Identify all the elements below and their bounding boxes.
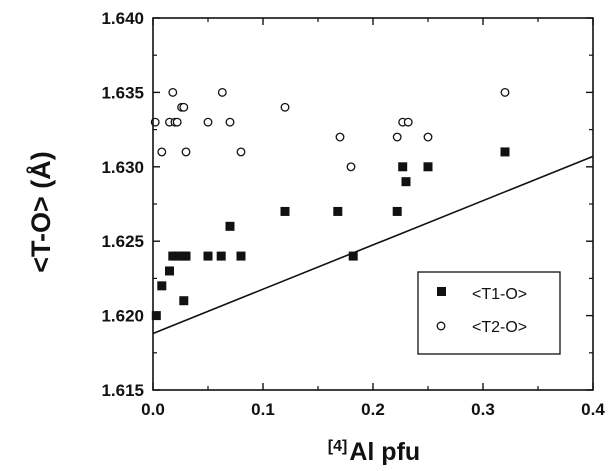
data-point-t2 [217, 87, 227, 97]
data-marks [150, 87, 510, 321]
data-point-t2 [179, 102, 189, 112]
data-point-t2 [236, 147, 246, 157]
legend-marker-t1 [437, 287, 446, 296]
data-point-t1 [423, 162, 433, 172]
data-point-t1 [333, 206, 343, 216]
data-point-t1 [401, 177, 411, 187]
data-point-t2 [346, 162, 356, 172]
x-tick-label: 0.1 [251, 400, 275, 419]
x-axis-title: [4]Al pfu [328, 438, 420, 466]
data-point-t1 [236, 251, 246, 261]
data-point-t2 [172, 117, 182, 127]
data-point-t2 [403, 117, 413, 127]
data-point-t1 [225, 221, 235, 231]
x-tick-label: 0.4 [581, 400, 605, 419]
legend-marker-t2 [436, 321, 446, 331]
x-tick-label: 0.0 [141, 400, 165, 419]
data-point-t2 [181, 147, 191, 157]
y-axis-title: <T-O> (Å) [25, 151, 56, 273]
data-point-t2 [423, 132, 433, 142]
data-point-t2 [225, 117, 235, 127]
data-point-t1 [181, 251, 191, 261]
data-point-t1 [348, 251, 358, 261]
data-point-t1 [203, 251, 213, 261]
data-point-t1 [392, 206, 402, 216]
axes: 0.0 0.1 0.2 0.3 0.4 1.615 1.620 1.625 1.630 1.635… [101, 9, 605, 419]
plot-area [152, 155, 594, 335]
data-point-t2 [203, 117, 213, 127]
data-point-t2 [335, 132, 345, 142]
data-point-t1 [280, 206, 290, 216]
data-point-t1 [172, 251, 182, 261]
y-tick-label: 1.615 [101, 381, 144, 400]
data-point-t1 [179, 296, 189, 306]
y-tick-label: 1.630 [101, 158, 144, 177]
data-point-t2 [157, 147, 167, 157]
data-point-t1 [216, 251, 226, 261]
legend-label-t2: <T2-O> [472, 319, 527, 336]
data-point-t2 [280, 102, 290, 112]
y-tick-label: 1.620 [101, 307, 144, 326]
data-point-t1 [165, 266, 174, 276]
data-point-t1 [398, 162, 408, 172]
y-tick-label: 1.635 [101, 83, 144, 102]
data-point-t1 [157, 281, 167, 291]
y-tick-label: 1.625 [101, 232, 144, 251]
y-tick-label: 1.640 [101, 9, 144, 28]
x-tick-label: 0.3 [471, 400, 495, 419]
x-axis-title-superscript: [4] [328, 438, 348, 455]
x-tick-label: 0.2 [361, 400, 385, 419]
data-point-t2 [168, 87, 178, 97]
data-point-t2 [392, 132, 402, 142]
data-point-t1 [500, 147, 510, 157]
reference-line [152, 155, 594, 335]
legend-label-t1: <T1-O> [472, 286, 527, 303]
data-point-t2 [500, 87, 510, 97]
legend: <T1-O> <T2-O> [417, 271, 561, 355]
x-axis-title-text: Al pfu [349, 438, 420, 466]
legend-box [417, 271, 561, 355]
